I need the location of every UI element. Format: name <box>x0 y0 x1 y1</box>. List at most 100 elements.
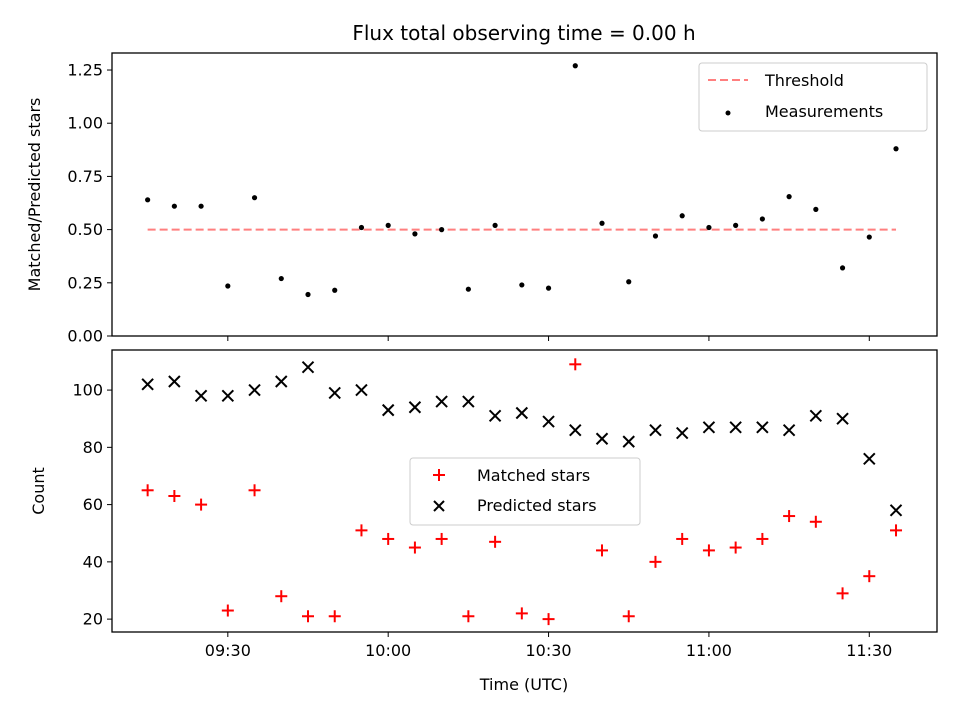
measurement-point <box>813 206 819 212</box>
matched-point <box>729 541 742 554</box>
matched-point <box>515 607 528 620</box>
predicted-point <box>462 395 475 408</box>
predicted-stroke <box>542 415 555 428</box>
measurement-point <box>839 265 846 271</box>
predicted-point <box>301 360 315 374</box>
matched-point <box>408 541 421 554</box>
predicted-stroke <box>675 426 689 440</box>
predicted-point <box>515 406 529 420</box>
legend-predicted-swatch <box>433 500 445 512</box>
matched-point <box>622 610 635 623</box>
matched-point <box>489 535 502 548</box>
measurement-point <box>545 285 552 291</box>
measurement-point <box>706 224 712 231</box>
y-tick-label: 100 <box>72 381 103 400</box>
matched-point <box>863 570 876 583</box>
predicted-stroke <box>836 412 849 425</box>
matched-point <box>649 555 662 568</box>
count-x-axis: 09:30 10:00 10:30 11:00 11:30 <box>205 632 892 660</box>
predicted-point <box>355 383 368 397</box>
matched-point <box>355 524 368 537</box>
predicted-stroke <box>649 423 662 437</box>
matched-point <box>195 498 208 511</box>
predicted-stroke <box>408 401 422 414</box>
y-tick-label: 80 <box>83 438 103 457</box>
predicted-stroke <box>141 378 154 391</box>
predicted-stroke <box>221 389 235 403</box>
x-tick-label: 10:00 <box>365 641 411 660</box>
legend-matched-label: Matched stars <box>477 466 590 485</box>
y-tick-label: 0.75 <box>67 167 103 186</box>
predicted-stroke <box>381 403 395 417</box>
measurement-point <box>465 286 471 292</box>
predicted-stroke <box>889 504 903 517</box>
predicted-stroke <box>301 360 315 374</box>
measurement-point <box>278 275 284 282</box>
y-tick-label: 0.00 <box>67 327 103 346</box>
legend-threshold-label: Threshold <box>764 71 844 90</box>
matched-point <box>596 544 609 557</box>
predicted-stroke <box>275 375 288 388</box>
matched-point <box>756 532 769 545</box>
predicted-stroke <box>355 383 368 397</box>
measurement-point <box>519 282 525 288</box>
predicted-point <box>782 423 796 437</box>
matched-point <box>141 484 154 497</box>
measurement-point <box>733 222 739 228</box>
measurement-point <box>599 220 605 226</box>
predicted-point <box>542 415 555 428</box>
predicted-point <box>408 401 422 414</box>
measurement-point <box>145 197 151 203</box>
predicted-stroke <box>462 395 475 408</box>
y-tick-label: 40 <box>83 552 103 571</box>
ratio-y-axis: 0.00 0.25 0.50 0.75 1.00 1.25 <box>67 61 112 346</box>
matched-point <box>542 613 555 626</box>
measurement-point <box>492 222 498 228</box>
predicted-stroke <box>702 421 716 434</box>
matched-point <box>221 604 234 617</box>
predicted-stroke <box>782 423 796 437</box>
measurement-point <box>786 194 792 200</box>
predicted-point <box>275 375 288 388</box>
legend-measurements-label: Measurements <box>765 102 883 121</box>
x-axis-label: Time (UTC) <box>479 675 568 694</box>
measurement-point <box>332 287 338 293</box>
predicted-stroke <box>622 435 635 448</box>
measurement-point <box>626 279 632 285</box>
predicted-stroke <box>569 423 582 437</box>
matched-point <box>275 590 288 603</box>
measurement-point <box>305 291 311 298</box>
y-tick-label: 0.25 <box>67 273 103 292</box>
predicted-point <box>488 409 502 423</box>
predicted-stroke <box>863 452 876 465</box>
matched-point <box>702 544 715 557</box>
y-tick-label: 1.25 <box>67 61 103 80</box>
count-legend-box <box>409 457 641 526</box>
predicted-point <box>248 383 261 397</box>
legend-measurements-swatch <box>725 110 731 116</box>
matched-point <box>569 358 582 371</box>
matched-point <box>676 532 689 545</box>
ratio-x-axis <box>227 336 870 341</box>
legend-matched-swatch <box>433 469 445 481</box>
measurement-point <box>652 233 659 239</box>
measurement-point <box>358 224 365 231</box>
measurement-point <box>171 203 177 209</box>
predicted-stroke <box>756 421 769 434</box>
predicted-stroke <box>248 383 261 397</box>
x-tick-label: 11:30 <box>846 641 892 660</box>
predicted-point <box>675 426 689 440</box>
measurement-point <box>225 283 231 289</box>
measurement-point <box>385 222 391 228</box>
predicted-stroke <box>168 375 181 388</box>
predicted-point <box>595 432 609 445</box>
predicted-stroke <box>595 432 609 445</box>
matched-point <box>783 510 796 523</box>
matched-point <box>302 610 315 623</box>
measurement-point <box>679 213 685 219</box>
y-tick-label: 20 <box>83 610 103 629</box>
predicted-stroke <box>194 389 208 403</box>
predicted-point <box>328 386 341 400</box>
count-panel: 20 40 60 80 100 09:30 10:00 10:30 11:00 11:30 Co… <box>29 349 938 694</box>
